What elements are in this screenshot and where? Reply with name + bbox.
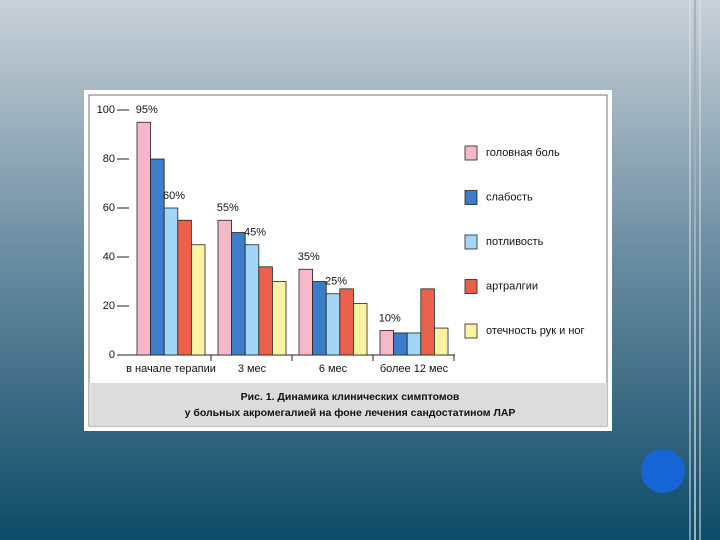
bar [150,158,165,356]
bar [325,293,341,356]
bar [244,244,260,356]
bar [136,121,152,356]
deco-circle [641,449,685,493]
value-label: 55% [217,202,239,214]
bar [393,332,408,356]
bar [271,281,287,356]
bar [177,219,192,356]
value-label: 45% [244,227,266,239]
legend-swatch [464,190,478,205]
x-tick-label: в начале терапии [126,363,216,375]
legend-swatch [464,145,478,161]
legend-label: головная боль [486,147,560,159]
legend-label: слабость [486,191,533,203]
bar [231,232,246,356]
bar [312,281,327,356]
legend-label: артралгии [486,280,538,292]
bar [379,330,395,356]
y-tick-label: 0 [109,349,115,361]
bar [163,207,179,356]
value-label: 60% [163,190,185,202]
caption-line: Рис. 1. Динамика клинических симптомов [241,391,460,403]
caption-band [89,383,607,426]
y-tick-label: 80 [103,153,115,165]
value-label: 25% [325,276,347,288]
plot: 0 20 40 60 80 100 в начале терапии 3 мес 6 мес бо… [97,104,585,375]
caption-line: у больных акромегалией на фоне лечения с… [185,407,516,419]
bar [420,288,435,356]
x-tick-label: 3 мес [238,363,267,375]
bar [258,266,273,356]
value-label: 35% [298,251,320,263]
y-tick-label: 40 [103,251,115,263]
legend-swatch [464,279,478,294]
bar [433,327,449,356]
bar [298,268,314,356]
bar [217,219,233,356]
legend-swatch [464,323,478,339]
x-tick-label: 6 мес [319,363,348,375]
value-label: 10% [379,312,401,324]
y-tick-label: 20 [103,300,115,312]
y-tick-label: 60 [103,202,115,214]
legend-label: потливость [486,236,544,248]
x-tick-label: более 12 мес [380,363,449,375]
bar [339,288,354,356]
bar [406,332,422,356]
value-label: 95% [136,104,158,116]
bar [190,244,206,356]
legend-swatch [464,234,478,250]
y-tick-label: 100 [97,104,115,116]
legend-label: отечность рук и ног [486,325,585,337]
bar [352,303,368,356]
